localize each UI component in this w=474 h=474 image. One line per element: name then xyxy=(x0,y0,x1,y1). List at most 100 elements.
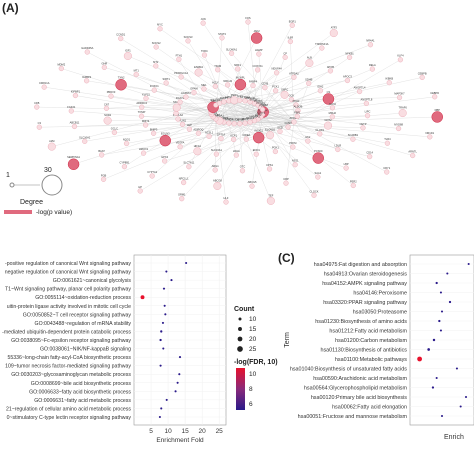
network-node-label: SLC40A1 xyxy=(226,47,238,51)
network-node-label: GCLC xyxy=(111,126,118,130)
network-edge xyxy=(176,113,259,120)
network-edge xyxy=(251,111,264,187)
network-node xyxy=(266,196,275,205)
network-edge xyxy=(223,101,237,156)
network-node-label: FKBP5 xyxy=(220,96,229,100)
network-edge xyxy=(215,118,227,203)
network-node xyxy=(194,68,203,77)
network-edge xyxy=(215,70,331,120)
network-node-label: VAMP9 xyxy=(220,116,229,120)
panel-c-term-label: hsa00590:Arachidonic acid metabolism xyxy=(313,376,407,382)
network-node-label: GPAM xyxy=(190,87,197,91)
network-node-label: NQO1 xyxy=(123,138,131,142)
count-legend-dot xyxy=(238,327,242,331)
panel-b-term-label: GO:0038095~Fc-epsilon receptor signaling… xyxy=(11,338,131,344)
network-node xyxy=(266,166,273,172)
network-node-label: SORT1 xyxy=(225,117,234,121)
network-node xyxy=(228,50,235,56)
network-node-label: NDUFA4 xyxy=(272,67,283,71)
panel-c-x-label: Enrich xyxy=(444,434,464,441)
network-node xyxy=(139,104,145,110)
network-node xyxy=(226,120,232,126)
network-node-label: ARRDC4 xyxy=(136,101,147,105)
network-edge xyxy=(101,121,294,156)
panel-c-point xyxy=(440,310,444,313)
network-node-label: SOD2 xyxy=(104,113,112,117)
panel-c-term-label: hsa00062:Fatty acid elongation xyxy=(332,405,407,411)
network-node xyxy=(247,119,253,125)
network-node xyxy=(215,67,221,73)
network-edge xyxy=(258,118,289,128)
network-node-label: PDK4 xyxy=(259,104,266,108)
network-node-label: TEF xyxy=(268,193,273,197)
network-node-label: ACO2 xyxy=(329,102,337,106)
panel-b-point xyxy=(160,330,163,333)
network-node-label: ACSL1 xyxy=(205,130,214,134)
network-node-label: TWIST xyxy=(215,97,223,101)
network-node-label: G6PC xyxy=(281,87,288,91)
network-node-label: HDAC9 xyxy=(211,99,220,103)
network-node-label: ABCB11 xyxy=(70,120,80,124)
network-node-label: PCSK9 xyxy=(314,149,323,153)
network-node xyxy=(133,71,139,78)
network-node-label: ME1 xyxy=(201,83,207,87)
network-node xyxy=(157,26,163,32)
network-node xyxy=(221,99,227,105)
network-node xyxy=(315,174,321,180)
network-node xyxy=(384,140,391,146)
network-node xyxy=(250,32,263,44)
network-edge xyxy=(263,111,399,129)
panel-c-point xyxy=(435,376,438,380)
network-node-label: GADD45A xyxy=(81,46,93,50)
panel-b-point xyxy=(163,304,166,307)
network-node xyxy=(356,88,363,95)
panel-b-term-label: GO:0030203~glycosaminoglycan metabolic p… xyxy=(11,372,131,378)
degree-legend-min: 1 xyxy=(6,172,10,179)
panel-b-point xyxy=(185,261,188,265)
network-node-label: SPP558 xyxy=(258,103,268,107)
panel-b-dotplot: 5 10 15 20 25 Enrichment Fold -positive regula… xyxy=(2,254,227,444)
panel-b-term-label: GO:0050852~T cell receptor signaling pat… xyxy=(23,312,132,318)
network-node-label: HK2 xyxy=(305,135,311,139)
panel-b-point xyxy=(162,287,166,290)
network-edge xyxy=(258,118,315,196)
network-node xyxy=(262,84,268,91)
panel-b-point xyxy=(178,373,181,376)
network-node-label: OVRB8 xyxy=(235,118,244,122)
network-node xyxy=(201,52,208,58)
network-node xyxy=(108,93,114,99)
network-node-label: OTC xyxy=(240,165,246,169)
network-node-label: AKT2 xyxy=(255,113,262,117)
network-node-label: SAA1 xyxy=(315,171,322,175)
network-node-label: SCD xyxy=(277,125,283,129)
network-node-label: TNFRSF1A xyxy=(315,42,329,46)
network-node-label: APOB xyxy=(327,65,334,69)
network-edge xyxy=(107,118,216,121)
network-node xyxy=(213,181,222,190)
network-node-label: ZNF3 xyxy=(242,117,249,121)
network-edge xyxy=(165,123,240,141)
network-node xyxy=(280,90,289,99)
panel-b-term-label: GO:0006631~fatty acid metabolic process xyxy=(34,398,131,404)
network-edge xyxy=(258,118,270,169)
network-edge xyxy=(159,28,294,123)
network-node xyxy=(101,64,107,70)
network-node-label: CS xyxy=(327,90,331,94)
degree-legend-max: 30 xyxy=(44,167,52,174)
network-node xyxy=(312,152,324,164)
network-node xyxy=(410,152,416,159)
network-edge xyxy=(263,111,354,186)
degree-legend-title: Degree xyxy=(20,199,43,206)
network-node xyxy=(305,59,314,68)
network-node xyxy=(118,35,124,42)
panel-c-point xyxy=(417,356,422,362)
network-node-label: FOXO1 xyxy=(150,84,159,88)
network-node-label: LDHA xyxy=(233,149,240,153)
network-node-label: MDM2 xyxy=(58,62,66,66)
network-edge xyxy=(223,101,329,126)
network-edge xyxy=(215,118,347,169)
network-node-label: NR4A1 xyxy=(366,39,375,43)
network-edge xyxy=(121,84,264,113)
network-node xyxy=(289,22,295,28)
network-node xyxy=(252,131,265,144)
